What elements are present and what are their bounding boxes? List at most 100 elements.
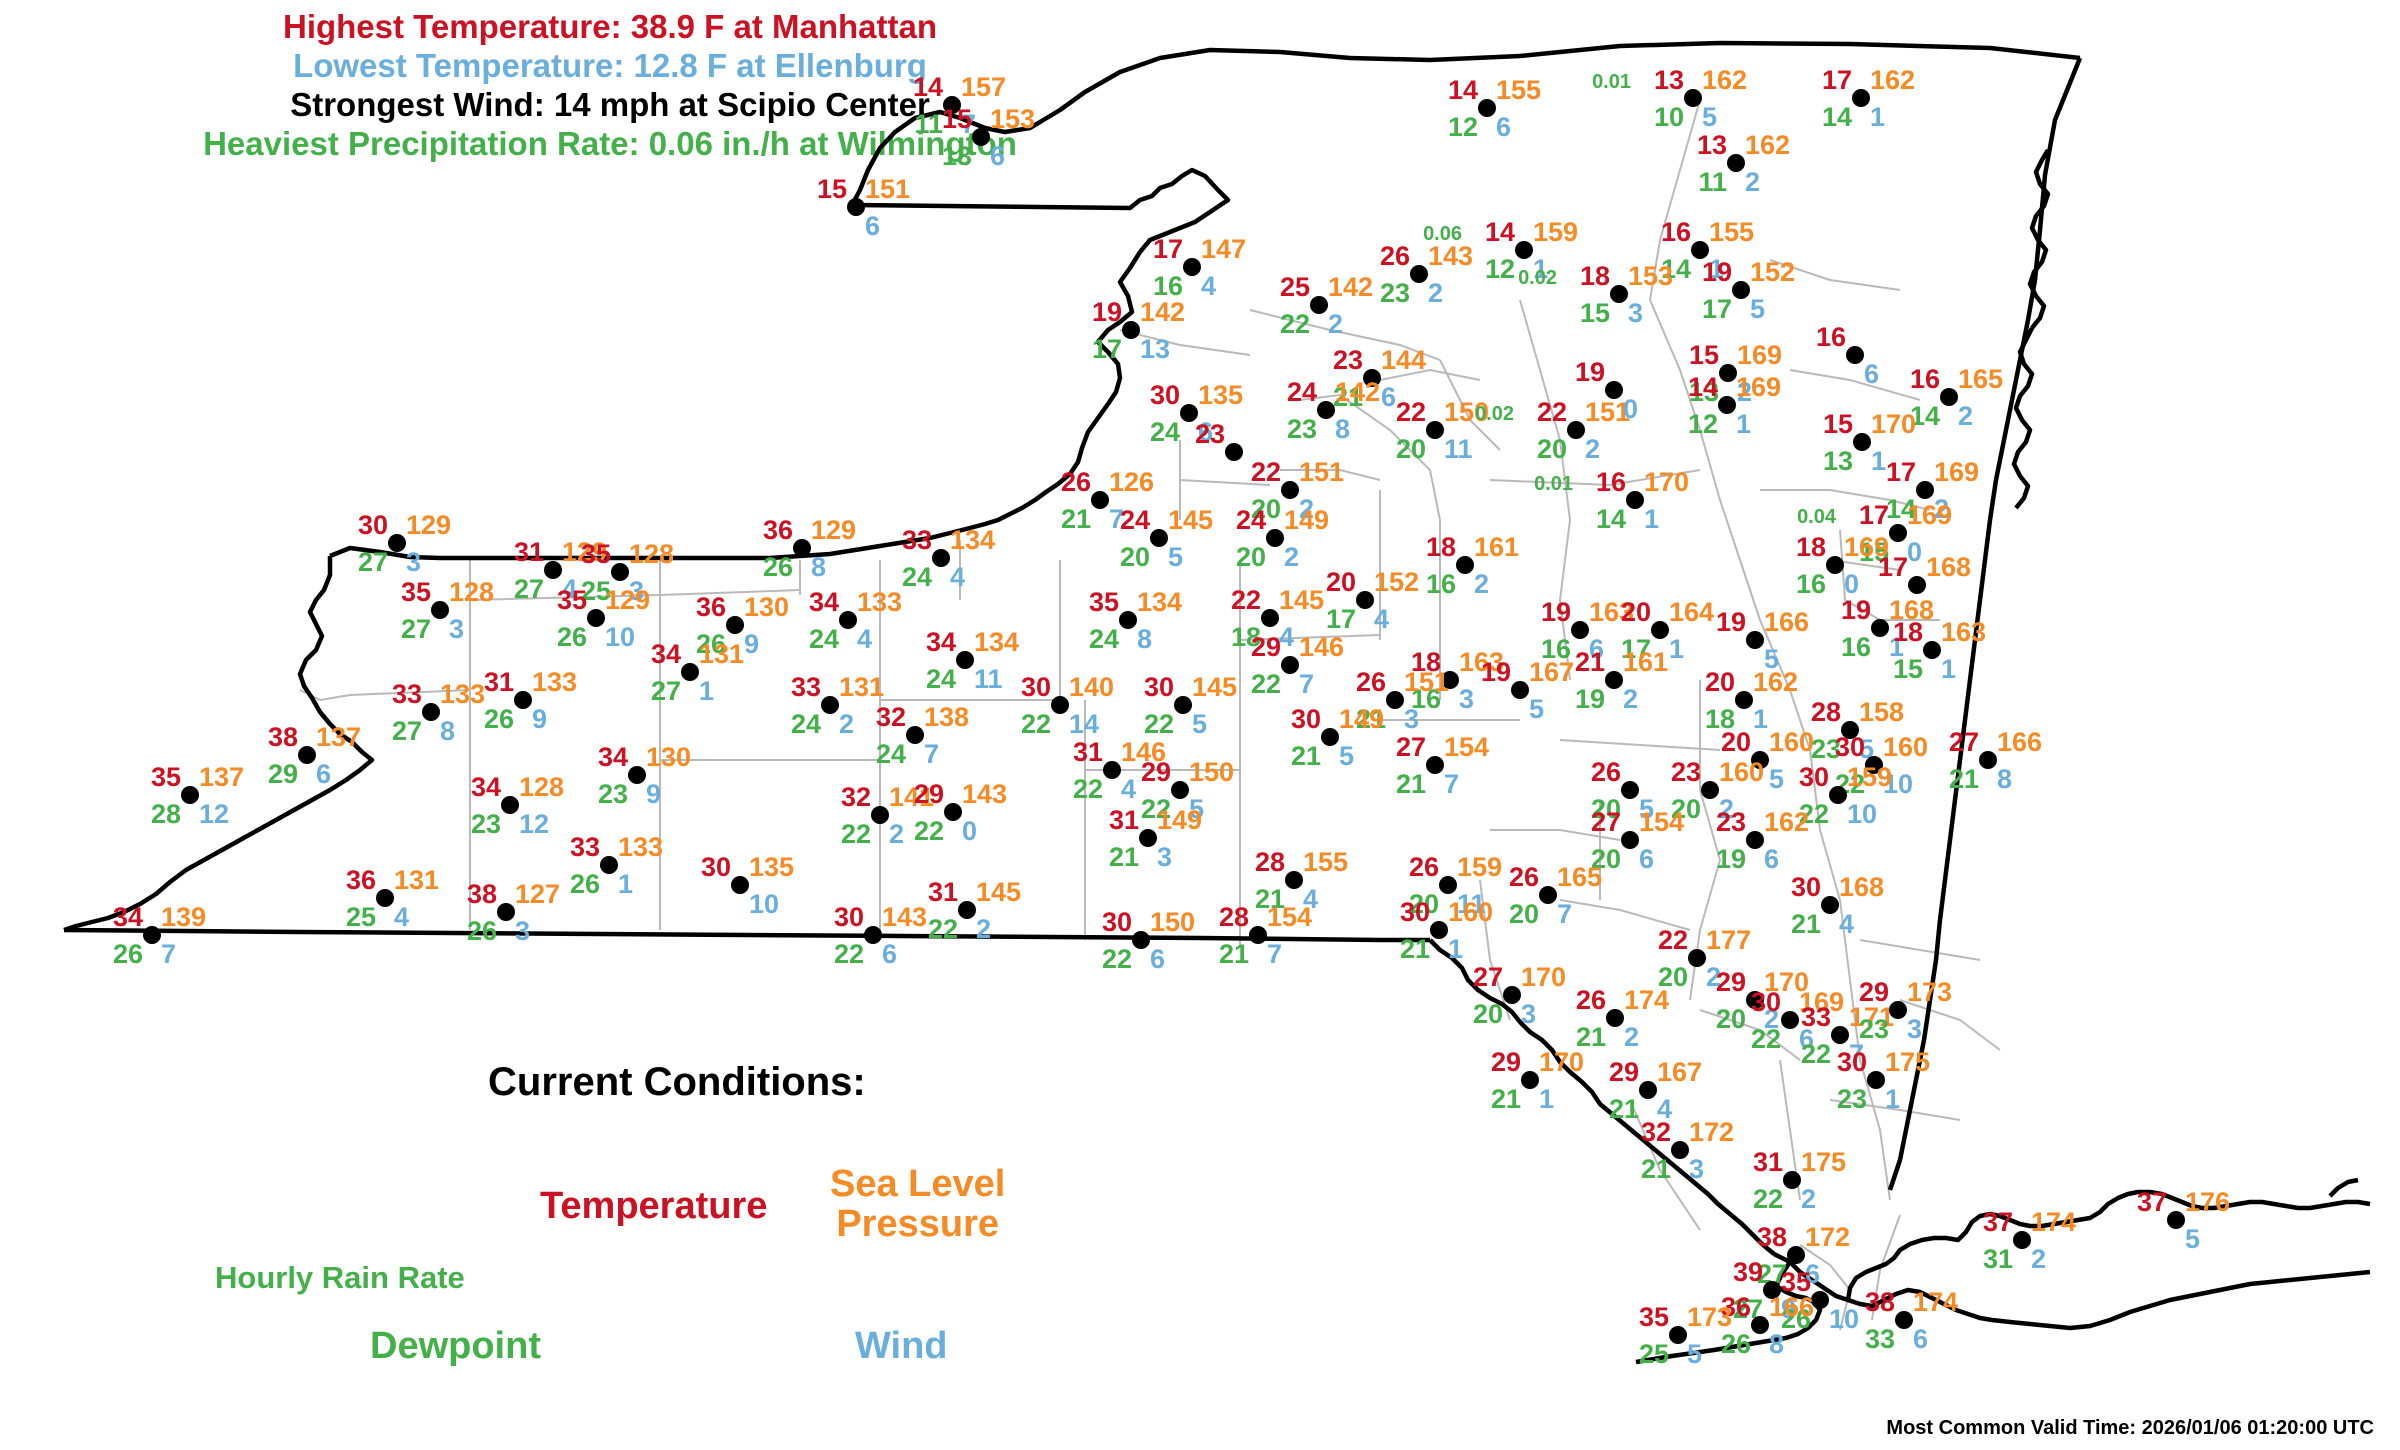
station-dot-icon xyxy=(1811,1291,1829,1309)
station-dot-icon xyxy=(376,889,394,907)
station-temperature: 27 xyxy=(1395,732,1426,762)
station-dewpoint: 12 xyxy=(1447,112,1478,142)
station-wind: 6 xyxy=(1799,1024,1815,1054)
station-sea-level-pressure: 162 xyxy=(1764,807,1810,837)
station-wind: 2 xyxy=(1801,1184,1817,1214)
station-dewpoint: 22 xyxy=(833,939,864,969)
station-dot-icon xyxy=(1691,241,1709,259)
station-wind: 5 xyxy=(1189,794,1205,824)
station-sea-level-pressure: 142 xyxy=(1328,272,1374,302)
station-temperature: 38 xyxy=(1756,1222,1787,1252)
station-temperature: 24 xyxy=(1119,505,1150,535)
state-outline xyxy=(63,40,2371,1365)
station-dewpoint: 21 xyxy=(1608,1094,1639,1124)
station-dewpoint: 26 xyxy=(1720,1329,1751,1359)
station-wind: 6 xyxy=(1639,844,1655,874)
station-dewpoint: 20 xyxy=(1657,962,1688,992)
station-sea-level-pressure: 139 xyxy=(161,902,207,932)
station-temperature: 30 xyxy=(1399,897,1430,927)
station-dot-icon xyxy=(1091,491,1109,509)
station-temperature: 22 xyxy=(1536,397,1567,427)
station-temperature: 32 xyxy=(1640,1117,1671,1147)
station-temperature: 25 xyxy=(1279,272,1310,302)
station-dot-icon xyxy=(628,766,646,784)
station-dot-icon xyxy=(1281,481,1299,499)
station-wind: 1 xyxy=(1885,1084,1901,1114)
station-dewpoint: 21 xyxy=(1395,769,1426,799)
station-dot-icon xyxy=(1787,1246,1805,1264)
station-wind: 6 xyxy=(1805,1259,1821,1289)
station-sea-level-pressure: 146 xyxy=(1299,632,1345,662)
station-dot-icon xyxy=(1829,786,1847,804)
station-dewpoint: 27 xyxy=(400,614,431,644)
station-wind: 5 xyxy=(1529,694,1545,724)
station-dewpoint: 26 xyxy=(1780,1304,1811,1334)
station-temperature: 20 xyxy=(1704,667,1735,697)
station-dot-icon xyxy=(1746,631,1764,649)
station-sea-level-pressure: 145 xyxy=(1192,672,1238,702)
station-temperature: 31 xyxy=(513,537,544,567)
station-wind: 1 xyxy=(1736,409,1752,439)
station-dot-icon xyxy=(906,726,924,744)
station-dot-icon xyxy=(514,691,532,709)
station-precip-rate: 0.01 xyxy=(1592,71,1631,93)
station-dot-icon xyxy=(1511,681,1529,699)
station-dot-icon xyxy=(1746,991,1764,1009)
station-dewpoint: 20 xyxy=(1472,999,1503,1029)
station-dewpoint: 24 xyxy=(875,739,906,769)
station-wind: 10 xyxy=(1829,1304,1860,1334)
station-dewpoint: 26 xyxy=(695,629,726,659)
station-wind: 3 xyxy=(515,916,531,946)
station-sea-level-pressure: 173 xyxy=(1687,1302,1733,1332)
station-wind: 5 xyxy=(1750,294,1766,324)
station-dewpoint: 26 xyxy=(483,704,514,734)
station-temperature: 30 xyxy=(1020,672,1051,702)
station-wind: 2 xyxy=(1299,494,1315,524)
station-dewpoint: 22 xyxy=(1101,944,1132,974)
station-dewpoint: 20 xyxy=(1508,899,1539,929)
station-dot-icon xyxy=(864,926,882,944)
station-precip-rate: 0.02 xyxy=(1475,403,1514,425)
station-dot-icon xyxy=(431,601,449,619)
station-dot-icon xyxy=(611,563,629,581)
station-temperature: 19 xyxy=(1091,297,1122,327)
station-sea-level-pressure: 144 xyxy=(1381,345,1427,375)
station-wind: 1 xyxy=(1669,634,1685,664)
station-wind: 4 xyxy=(1201,271,1217,301)
station-sea-level-pressure: 149 xyxy=(1157,805,1203,835)
station-wind: 7 xyxy=(1849,1039,1865,1069)
station-dewpoint: 23 xyxy=(1810,734,1841,764)
station-temperature: 35 xyxy=(1780,1267,1811,1297)
station-dot-icon xyxy=(1605,671,1623,689)
station-sea-level-pressure: 131 xyxy=(394,865,440,895)
station-wind: 9 xyxy=(532,704,548,734)
station-sea-level-pressure: 162 xyxy=(1753,667,1799,697)
station-dot-icon xyxy=(1727,154,1745,172)
station-precip-rate: 0.06 xyxy=(1423,223,1462,245)
station-wind: 1 xyxy=(699,676,715,706)
station-wind: 7 xyxy=(1444,769,1460,799)
station-sea-level-pressure: 165 xyxy=(1557,862,1603,892)
station-dewpoint: 19 xyxy=(1574,684,1605,714)
station-dot-icon xyxy=(1781,1011,1799,1029)
station-temperature: 37 xyxy=(2136,1187,2167,1217)
station-dot-icon xyxy=(1426,421,1444,439)
station-temperature: 16 xyxy=(1595,467,1626,497)
station-wind: 3 xyxy=(629,576,645,606)
station-temperature: 35 xyxy=(556,585,587,615)
station-sea-level-pressure: 153 xyxy=(1628,261,1674,291)
station-wind: 0 xyxy=(1844,569,1860,599)
station-dewpoint: 14 xyxy=(1909,401,1940,431)
station-temperature: 36 xyxy=(1720,1292,1751,1322)
station-temperature: 14 xyxy=(1484,217,1515,247)
station-temperature: 26 xyxy=(1379,241,1410,271)
station-dot-icon xyxy=(1249,926,1267,944)
station-dewpoint: 20 xyxy=(1670,794,1701,824)
station-wind: 8 xyxy=(811,552,827,582)
station-temperature: 29 xyxy=(1608,1057,1639,1087)
station-dewpoint: 21 xyxy=(1948,764,1979,794)
station-temperature: 30 xyxy=(1101,907,1132,937)
station-dewpoint: 20 xyxy=(1536,434,1567,464)
station-wind: 5 xyxy=(1859,734,1875,764)
